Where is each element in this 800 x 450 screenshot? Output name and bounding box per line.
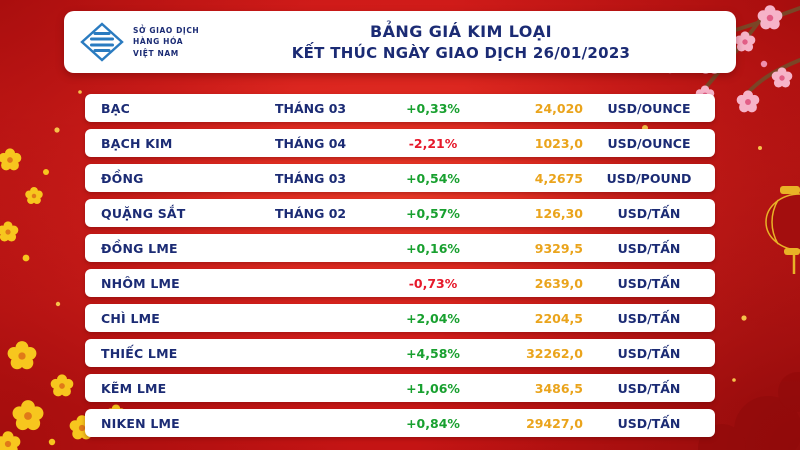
price-row: THIẾC LME +4,58% 32262,0 USD/TẤN	[85, 339, 715, 367]
commodity-name: CHÌ LME	[101, 310, 160, 326]
commodity-name: BẠCH KIM	[101, 135, 173, 151]
contract-month: THÁNG 03	[275, 170, 347, 186]
row-change: -0,73%	[408, 275, 458, 291]
commodity-name: THIẾC LME	[101, 345, 178, 361]
row-change: +1,06%	[406, 380, 460, 396]
row-change: -2,21%	[408, 135, 458, 151]
board-title-line2: KẾT THÚC NGÀY GIAO DỊCH 26/01/2023	[291, 44, 631, 62]
price-table: BẠC THÁNG 03 +0,33% 24,020 USD/OUNCE BẠC…	[85, 94, 715, 437]
row-change: +0,54%	[406, 170, 460, 186]
commodity-name: BẠC	[101, 100, 130, 116]
row-price: 126,30	[534, 205, 583, 221]
row-change: +0,84%	[406, 415, 460, 431]
price-row: BẠCH KIM THÁNG 04 -2,21% 1023,0 USD/OUNC…	[85, 129, 715, 157]
contract-month: THÁNG 02	[275, 205, 347, 221]
row-unit: USD/TẤN	[617, 275, 681, 291]
commodity-name: ĐỒNG LME	[101, 240, 178, 256]
row-price: 3486,5	[534, 380, 583, 396]
header-card: SỞ GIAO DỊCH HÀNG HÓA VIỆT NAM BẢNG GIÁ …	[64, 11, 736, 73]
commodity-name: KẼM LME	[101, 380, 167, 396]
exchange-name-line2: HÀNG HÓA	[133, 37, 184, 47]
row-price: 1023,0	[534, 135, 583, 151]
price-row: BẠC THÁNG 03 +0,33% 24,020 USD/OUNCE	[85, 94, 715, 122]
price-row: QUẶNG SẮT THÁNG 02 +0,57% 126,30 USD/TẤN	[85, 199, 715, 227]
row-price: 4,2675	[534, 170, 583, 186]
contract-month: THÁNG 04	[275, 135, 347, 151]
row-change: +2,04%	[406, 310, 460, 326]
row-change: +0,57%	[406, 205, 460, 221]
price-row: CHÌ LME +2,04% 2204,5 USD/TẤN	[85, 304, 715, 332]
exchange-name-line1: SỞ GIAO DỊCH	[133, 26, 200, 36]
row-unit: USD/OUNCE	[607, 135, 691, 151]
commodity-name: QUẶNG SẮT	[101, 205, 186, 221]
row-unit: USD/TẤN	[617, 415, 681, 431]
exchange-logo: SỞ GIAO DỊCH HÀNG HÓA VIỆT NAM	[80, 11, 199, 73]
row-price: 2204,5	[534, 310, 583, 326]
row-unit: USD/POUND	[606, 170, 692, 186]
row-unit: USD/TẤN	[617, 205, 681, 221]
row-unit: USD/TẤN	[617, 310, 681, 326]
row-price: 29427,0	[526, 415, 583, 431]
contract-month: THÁNG 03	[275, 100, 347, 116]
lantern-decoration	[765, 186, 800, 274]
commodity-name: NIKEN LME	[101, 415, 180, 431]
board-title: BẢNG GIÁ KIM LOẠI KẾT THÚC NGÀY GIAO DỊC…	[214, 11, 708, 73]
exchange-name: SỞ GIAO DỊCH HÀNG HÓA VIỆT NAM	[133, 25, 199, 59]
commodity-name: ĐỒNG	[101, 170, 144, 186]
row-price: 9329,5	[534, 240, 583, 256]
row-unit: USD/OUNCE	[607, 100, 691, 116]
price-row: ĐỒNG LME +0,16% 9329,5 USD/TẤN	[85, 234, 715, 262]
board-title-line1: BẢNG GIÁ KIM LOẠI	[370, 22, 552, 41]
row-price: 32262,0	[526, 345, 583, 361]
row-unit: USD/TẤN	[617, 240, 681, 256]
row-change: +0,33%	[406, 100, 460, 116]
commodity-name: NHÔM LME	[101, 275, 180, 291]
row-price: 24,020	[534, 100, 583, 116]
row-change: +0,16%	[406, 240, 460, 256]
row-unit: USD/TẤN	[617, 380, 681, 396]
row-change: +4,58%	[406, 345, 460, 361]
price-row: KẼM LME +1,06% 3486,5 USD/TẤN	[85, 374, 715, 402]
price-row: NIKEN LME +0,84% 29427,0 USD/TẤN	[85, 409, 715, 437]
row-price: 2639,0	[534, 275, 583, 291]
price-row: NHÔM LME -0,73% 2639,0 USD/TẤN	[85, 269, 715, 297]
exchange-name-line3: VIỆT NAM	[133, 48, 179, 58]
row-unit: USD/TẤN	[617, 345, 681, 361]
price-row: ĐỒNG THÁNG 03 +0,54% 4,2675 USD/POUND	[85, 164, 715, 192]
apricot-flowers-left-decoration	[0, 148, 49, 262]
mxv-diamond-logo-icon	[80, 22, 124, 62]
